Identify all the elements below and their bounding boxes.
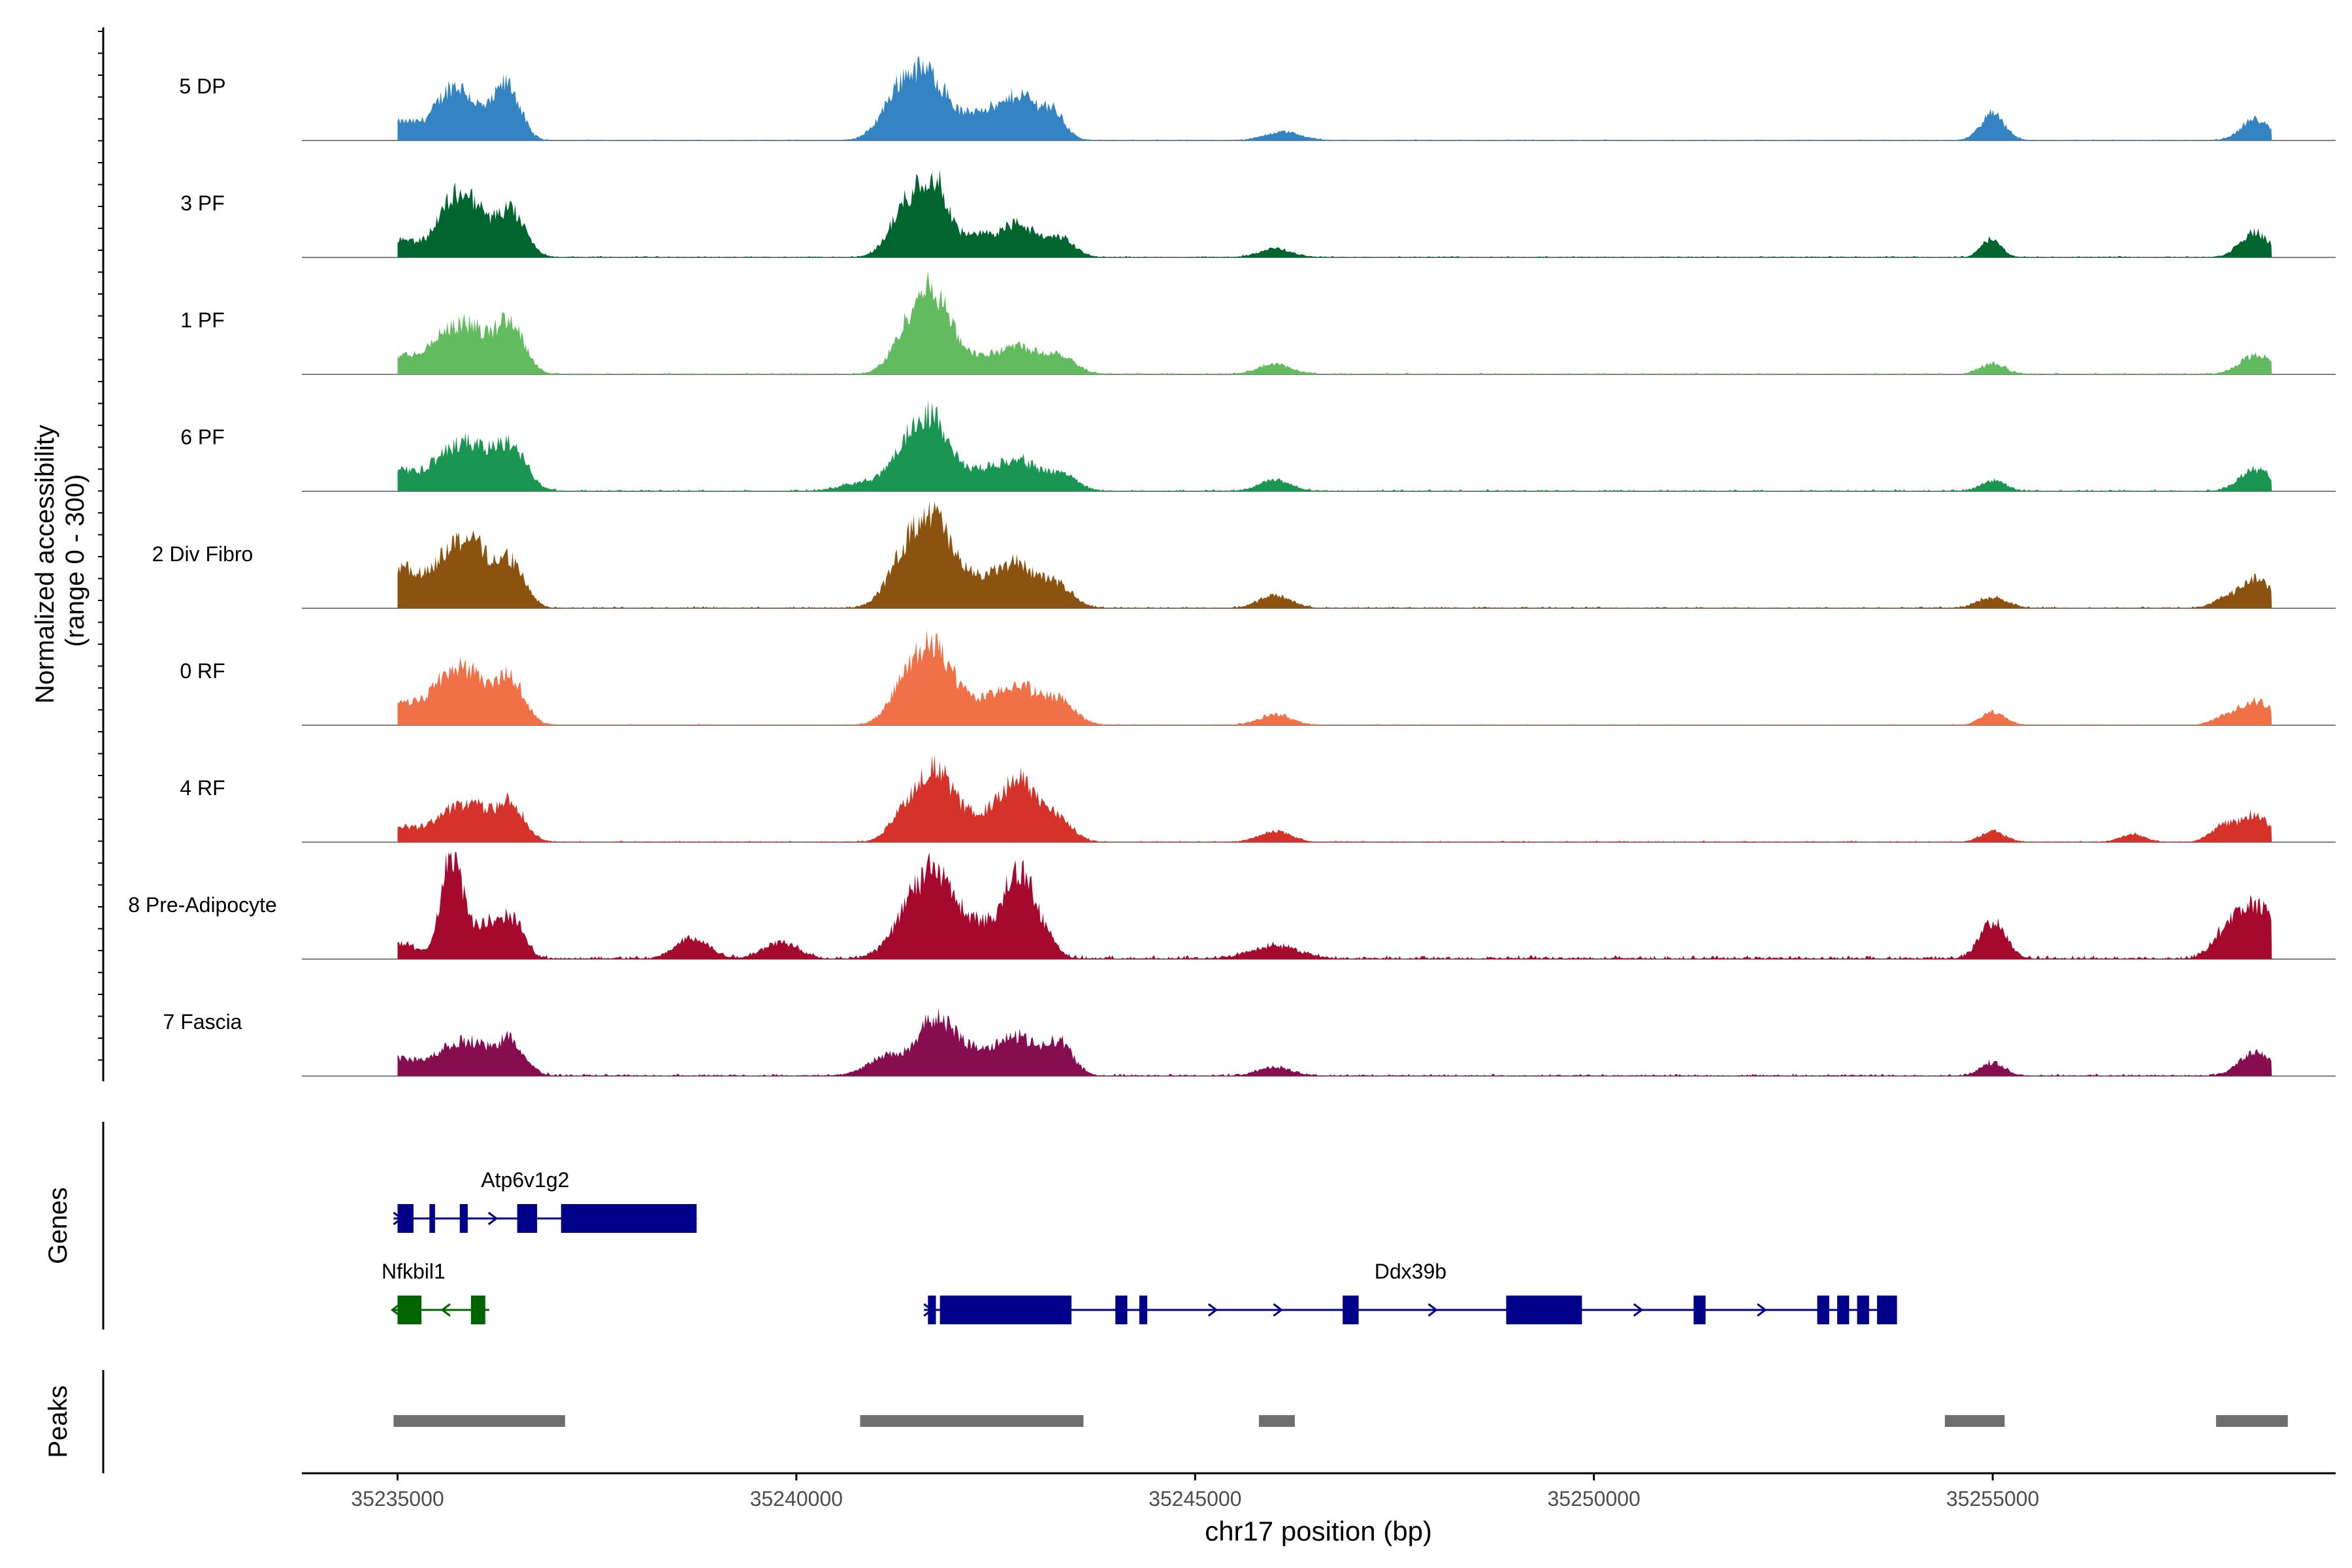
gene-label: Ddx39b: [1375, 1260, 1446, 1283]
gene-label: Nfkbil1: [382, 1260, 446, 1283]
track-label: 0 RF: [180, 659, 225, 683]
gene-exon: [928, 1296, 936, 1324]
gene-exon: [1343, 1296, 1359, 1324]
peak-region-bar: [860, 1415, 1084, 1427]
peak-region-bar: [393, 1415, 565, 1427]
track-label: 2 Div Fibro: [152, 542, 253, 566]
x-axis: 35235000 35240000 35245000 35250000 35255000…: [302, 1472, 2336, 1546]
genes-panel: Genes Atp6v1g2 Nfkbil1 Ddx39b: [44, 1122, 1897, 1330]
gene-exon: [561, 1204, 697, 1233]
peak-region-bar: [2215, 1415, 2288, 1427]
coverage-panel: 5 DP 3 PF 1 PF 6 PF 2 Div Fibro 0 RF 4 RF 8 Pre…: [31, 27, 2336, 1081]
x-tick-label: 35240000: [750, 1487, 843, 1511]
gene-exon: [1837, 1296, 1850, 1324]
gene-model: Atp6v1g2: [393, 1168, 697, 1233]
gene-exon: [397, 1204, 414, 1233]
track-label: 7 Fascia: [163, 1010, 242, 1034]
y-axis-label-line2: (range 0 - 300): [61, 474, 90, 647]
coverage-y-ticks: [98, 31, 103, 1061]
track-label: 5 DP: [179, 74, 225, 98]
gene-exon: [429, 1204, 435, 1233]
x-tick-label: 35250000: [1547, 1487, 1640, 1511]
y-axis-label: Normalized accessibility (range 0 - 300): [31, 417, 90, 704]
track-label: 4 RF: [180, 776, 225, 800]
coverage-track: 0 RF: [180, 629, 2336, 726]
track-label: 8 Pre-Adipocyte: [128, 893, 277, 917]
x-axis-label: chr17 position (bp): [1205, 1516, 1432, 1546]
gene-exon: [1877, 1296, 1897, 1324]
gene-exon: [1139, 1296, 1148, 1324]
peaks-panel: Peaks: [44, 1370, 2288, 1473]
coverage-track: 1 PF: [180, 272, 2336, 375]
x-tick-label: 35255000: [1946, 1487, 2039, 1511]
coverage-track: 4 RF: [180, 754, 2336, 843]
strand-arrow: [1207, 1303, 1218, 1317]
track-label: 6 PF: [180, 425, 225, 449]
gene-exon: [459, 1204, 468, 1233]
peak-regions: [393, 1415, 2288, 1427]
x-tick-label: 35245000: [1149, 1487, 1241, 1511]
gene-exon: [397, 1296, 422, 1324]
strand-arrow: [1757, 1303, 1767, 1317]
coverage-track: 7 Fascia: [163, 1007, 2336, 1077]
strand-arrow: [1428, 1303, 1438, 1317]
strand-arrow: [1273, 1303, 1283, 1317]
coverage-track: 5 DP: [179, 56, 2336, 141]
y-axis-label-line1: Normalized accessibility: [31, 425, 59, 704]
gene-model: Nfkbil1: [382, 1260, 489, 1324]
strand-arrow: [1633, 1303, 1644, 1317]
gene-models: Atp6v1g2 Nfkbil1 Ddx39b: [382, 1168, 1897, 1324]
peaks-axis-label: Peaks: [44, 1385, 73, 1458]
x-tick-label: 35235000: [351, 1487, 444, 1511]
gene-model: Ddx39b: [923, 1260, 1897, 1324]
peak-region-bar: [1944, 1415, 2005, 1427]
peak-region-bar: [1258, 1415, 1295, 1427]
strand-arrow: [487, 1211, 498, 1226]
track-label: 1 PF: [180, 308, 225, 332]
gene-exon: [1857, 1296, 1869, 1324]
gene-exon: [1693, 1296, 1706, 1324]
gene-exon: [1115, 1296, 1128, 1324]
strand-arrow: [390, 1303, 401, 1317]
gene-exon: [517, 1204, 538, 1233]
coverage-track: 3 PF: [180, 169, 2336, 258]
gene-exon: [470, 1296, 485, 1324]
genes-axis-label: Genes: [44, 1187, 73, 1264]
coverage-track: 6 PF: [180, 399, 2336, 492]
gene-exon: [1506, 1296, 1582, 1324]
coverage-track: 8 Pre-Adipocyte: [128, 852, 2336, 960]
track-label: 3 PF: [180, 191, 225, 215]
gene-label: Atp6v1g2: [481, 1168, 569, 1192]
x-axis-ticks: 35235000 35240000 35245000 35250000 35255000: [351, 1473, 2039, 1511]
strand-arrow: [440, 1303, 451, 1317]
coverage-track: 2 Div Fibro: [152, 501, 2336, 609]
gene-exon: [1817, 1296, 1829, 1324]
coverage-tracks: 5 DP 3 PF 1 PF 6 PF 2 Div Fibro 0 RF 4 RF 8 Pre…: [128, 56, 2336, 1077]
gene-exon: [939, 1296, 1072, 1324]
